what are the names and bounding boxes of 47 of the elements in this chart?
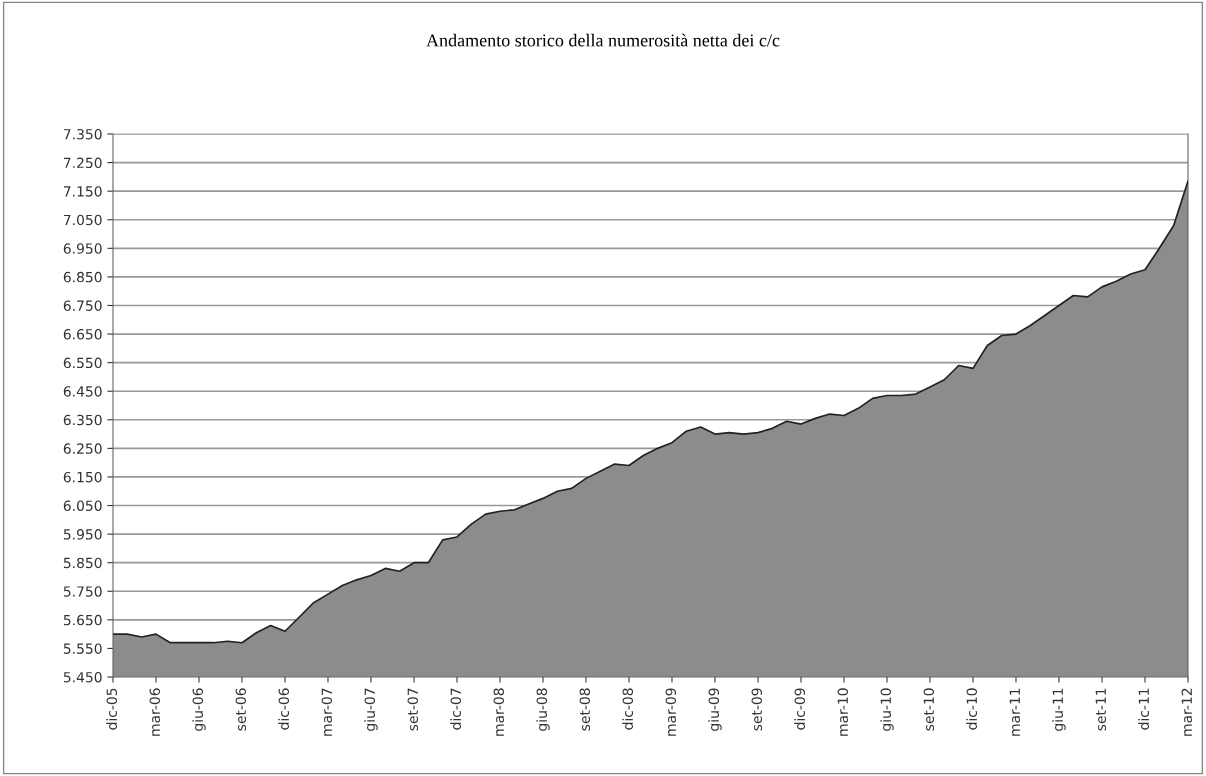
- y-tick-label: 6.350: [63, 414, 102, 426]
- x-tick-label: dic-08: [622, 688, 634, 730]
- x-tick-label: dic-07: [450, 688, 462, 730]
- y-tick-label: 7.350: [63, 128, 102, 140]
- x-tick-label: set-11: [1095, 688, 1107, 731]
- x-tick-label: giu-09: [708, 688, 722, 731]
- x-tick-label: dic-06: [278, 688, 290, 730]
- y-tick-label: 6.450: [63, 386, 102, 397]
- y-tick-label: 6.050: [63, 500, 102, 511]
- y-tick-label: 5.950: [63, 529, 102, 540]
- x-tick-label: giu-08: [536, 688, 550, 731]
- x-tick-label: dic-05: [106, 688, 118, 730]
- x-tick-label: mar-12: [1181, 688, 1193, 736]
- x-tick-label: mar-10: [837, 688, 849, 736]
- y-tick-label: 6.150: [63, 471, 102, 483]
- x-tick-label: dic-10: [966, 688, 978, 730]
- x-tick-label: mar-11: [1009, 688, 1021, 736]
- x-tick-label: set-07: [407, 688, 419, 731]
- y-tick-label: 5.850: [63, 557, 102, 569]
- x-tick-label: giu-07: [364, 688, 378, 731]
- x-tick-label: mar-08: [493, 688, 505, 736]
- x-tick-label: mar-07: [321, 688, 333, 736]
- x-tick-label: dic-11: [1138, 688, 1150, 730]
- x-tick-label: set-10: [923, 688, 935, 731]
- y-tick-label: 5.750: [63, 586, 102, 597]
- x-tick-label: set-06: [235, 688, 247, 731]
- y-tick-label: 7.150: [63, 186, 102, 197]
- y-tick-label: 5.650: [63, 614, 102, 626]
- y-tick-label: 6.750: [63, 300, 102, 311]
- y-tick-label: 6.250: [63, 443, 102, 454]
- x-tick-label: dic-09: [794, 688, 806, 730]
- x-tick-label: set-09: [751, 688, 763, 731]
- y-tick-label: 6.550: [63, 357, 102, 369]
- x-tick-label: giu-11: [1052, 688, 1066, 731]
- y-tick-label: 5.450: [63, 671, 102, 683]
- x-tick-label: set-08: [579, 688, 591, 731]
- y-tick-label: 5.550: [63, 643, 102, 654]
- y-tick-label: 6.850: [63, 271, 102, 283]
- x-tick-label: mar-09: [665, 688, 677, 736]
- x-tick-label: giu-06: [192, 688, 206, 731]
- x-tick-label: mar-06: [149, 688, 161, 736]
- y-tick-label: 6.950: [63, 243, 102, 254]
- chart-title: Andamento storico della numerosità netta dei c/c: [426, 33, 780, 47]
- y-tick-label: 7.050: [63, 214, 102, 226]
- y-tick-label: 6.650: [63, 329, 102, 340]
- y-tick-label: 7.250: [63, 157, 102, 169]
- x-tick-label: giu-10: [880, 688, 894, 731]
